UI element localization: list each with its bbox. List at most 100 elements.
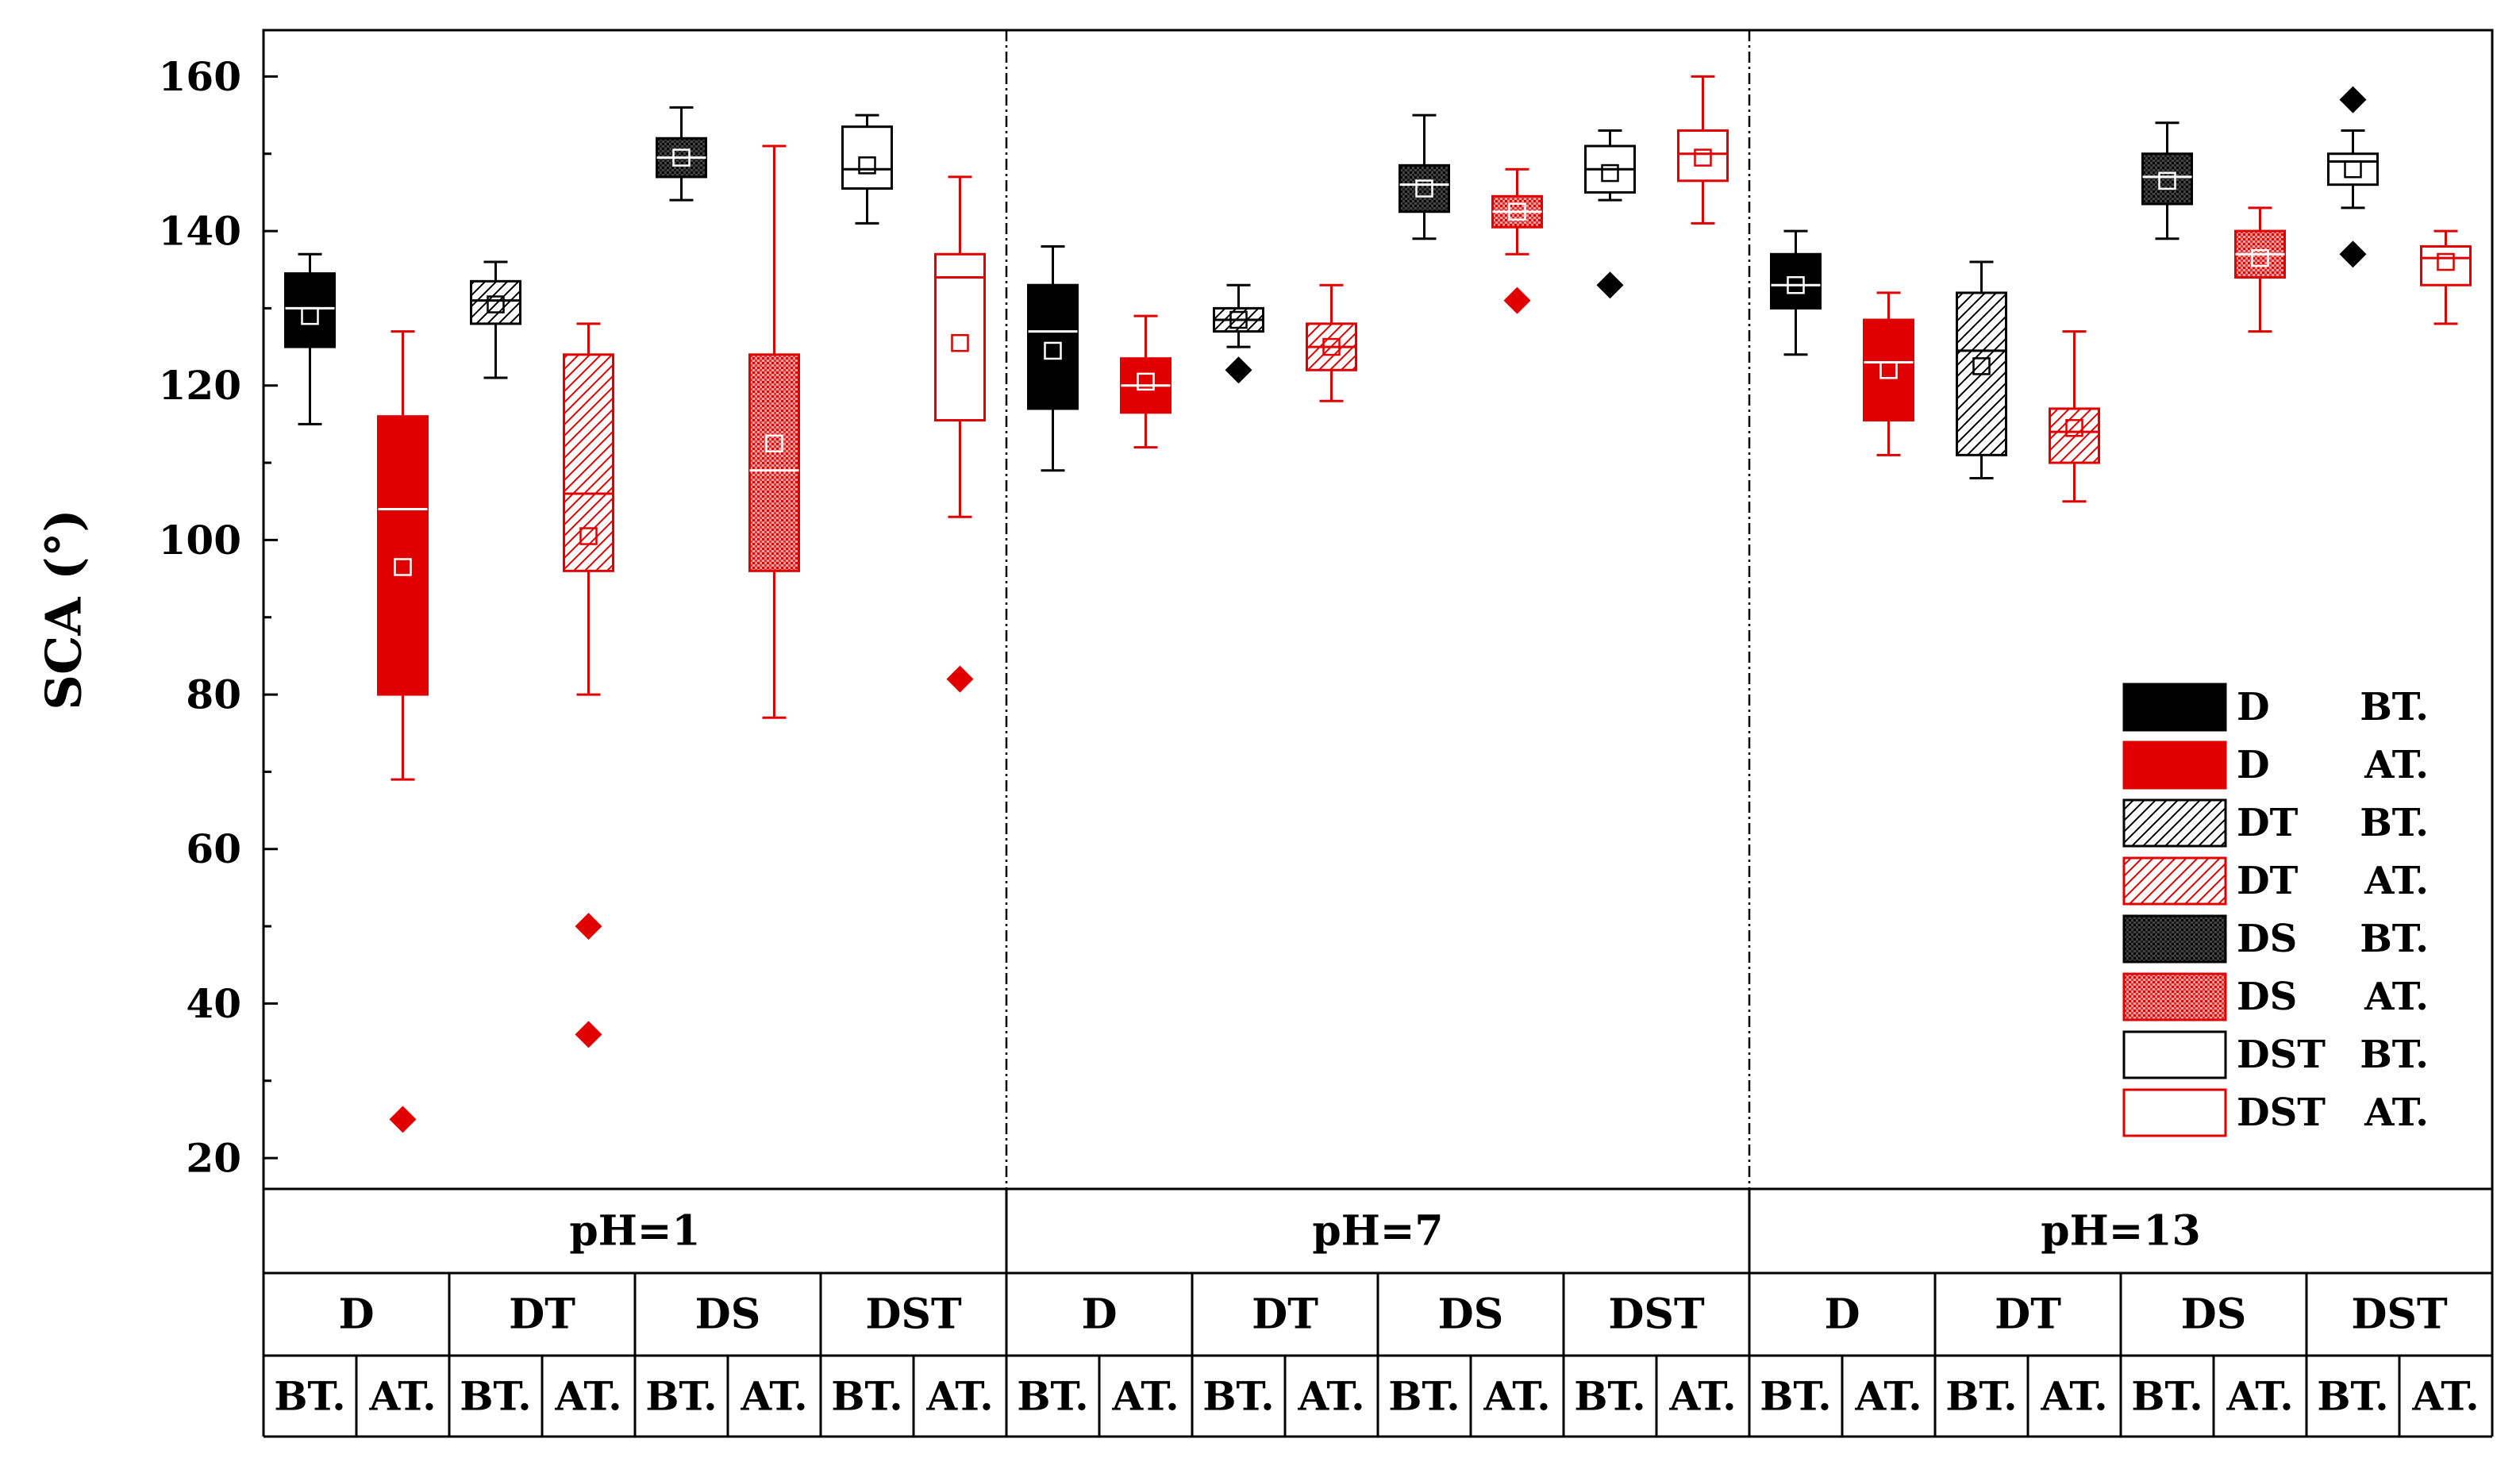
mean-marker — [1137, 372, 1155, 391]
legend-entry-D-AT: D AT. — [2122, 740, 2429, 790]
sample-label: DT — [1995, 1291, 2061, 1339]
box-pH13-DT-BT — [1956, 260, 2007, 480]
box-pH1-DS-AT — [748, 144, 800, 719]
mean-marker — [2251, 248, 2269, 267]
treatment-label: AT. — [925, 1373, 993, 1420]
y-axis: 20 40 60 80 100 120 140 160 SCA (°) — [35, 29, 2494, 1191]
legend-entry-DS-AT: DS AT. — [2122, 972, 2429, 1021]
legend-sample: D — [2237, 685, 2270, 729]
sample-label: DS — [2181, 1291, 2247, 1339]
legend-sample: D — [2237, 743, 2270, 787]
treatment-label: AT. — [554, 1373, 621, 1420]
box-body — [377, 415, 429, 696]
box-pH1-DS-BT — [656, 106, 707, 202]
box-body — [470, 279, 521, 325]
legend-sample: DS — [2237, 917, 2297, 961]
sample-label: DS — [695, 1291, 761, 1339]
legend-sample: DST — [2237, 1033, 2326, 1077]
box-pH13-DS-BT — [2141, 121, 2193, 240]
legend-swatch — [2122, 972, 2227, 1021]
box-pH1-DT-BT — [470, 260, 521, 379]
mean-marker — [1508, 202, 1526, 221]
treatment-label: AT. — [2226, 1373, 2293, 1420]
legend-swatch — [2122, 1088, 2227, 1137]
outlier-point — [575, 1021, 602, 1048]
mean-marker — [858, 156, 876, 175]
mean-marker — [1879, 361, 1898, 379]
y-tick-label: 40 — [186, 980, 241, 1027]
plot-frame — [262, 29, 2494, 1191]
ph-label: pH=13 — [2041, 1207, 2200, 1256]
legend-swatch — [2122, 1030, 2227, 1079]
treatment-label: BT. — [1574, 1373, 1645, 1420]
mean-marker — [579, 527, 598, 545]
treatment-label: AT. — [1483, 1373, 1550, 1420]
mean-marker — [2158, 171, 2176, 190]
box-pH7-D-BT — [1027, 245, 1079, 472]
y-tick-label: 100 — [159, 517, 241, 564]
mean-marker — [1787, 275, 1805, 294]
treatment-label: AT. — [1297, 1373, 1364, 1420]
treatment-label: BT. — [274, 1373, 345, 1420]
box-pH1-DT-AT — [563, 322, 614, 1048]
box-body — [2327, 152, 2379, 187]
y-tick-label: 120 — [159, 362, 241, 409]
legend: D BT. D AT. DT BT. DT AT. DS BT. DS AT. DST BT. DST AT. — [2122, 683, 2429, 1137]
mean-marker — [2344, 160, 2362, 179]
outlier-point — [1596, 271, 1624, 299]
mean-marker — [1229, 310, 1248, 329]
box-pH13-D-BT — [1770, 229, 1822, 356]
sample-label: D — [338, 1291, 374, 1339]
outlier-point — [575, 913, 602, 941]
y-tick-label: 80 — [186, 671, 241, 718]
treatment-label: BT. — [1945, 1373, 2017, 1420]
mean-marker — [487, 295, 505, 314]
box-pH7-DST-AT — [1677, 75, 1729, 225]
treatment-label: BT. — [460, 1373, 531, 1420]
treatment-label: BT. — [1388, 1373, 1460, 1420]
outlier-point — [2339, 240, 2367, 268]
mean-marker — [301, 306, 319, 325]
legend-sample: DST — [2237, 1091, 2326, 1135]
mean-marker — [1972, 357, 1991, 375]
treatment-label: AT. — [1111, 1373, 1179, 1420]
legend-treatment: AT. — [2364, 859, 2429, 903]
treatment-label: AT. — [740, 1373, 807, 1420]
legend-swatch — [2122, 914, 2227, 964]
legend-swatch — [2122, 683, 2227, 732]
treatment-label: BT. — [1202, 1373, 1274, 1420]
mean-marker — [2065, 419, 2083, 437]
box-body — [934, 252, 986, 422]
legend-treatment: AT. — [2364, 975, 2429, 1019]
mean-marker — [765, 434, 783, 452]
box-body — [1863, 318, 1914, 422]
mean-marker — [1694, 148, 1712, 167]
box-pH1-D-AT — [377, 330, 429, 1133]
box-pH7-DS-BT — [1399, 113, 1450, 240]
sample-label: DST — [1608, 1291, 1705, 1339]
legend-treatment: BT. — [2360, 1033, 2429, 1077]
y-tick-label: 140 — [159, 208, 241, 255]
y-tick-label: 60 — [186, 825, 241, 872]
sample-label: D — [1824, 1291, 1860, 1339]
box-body — [748, 353, 800, 572]
box-body — [2420, 245, 2472, 287]
box-pH13-DST-AT — [2420, 229, 2472, 325]
legend-entry-DS-BT: DS BT. — [2122, 914, 2429, 964]
outlier-point — [1503, 287, 1531, 314]
box-pH7-D-AT — [1120, 314, 1172, 449]
legend-swatch — [2122, 856, 2227, 906]
legend-entry-DST-BT: DST BT. — [2122, 1030, 2429, 1079]
sample-label: DT — [509, 1291, 575, 1339]
mean-marker — [1415, 179, 1433, 198]
legend-treatment: AT. — [2364, 743, 2429, 787]
outlier-point — [1225, 356, 1252, 384]
mean-marker — [1322, 337, 1341, 356]
plot-area — [284, 30, 2472, 1189]
mean-marker — [1601, 163, 1619, 183]
box-pH7-DT-BT — [1213, 283, 1264, 384]
legend-entry-DT-AT: DT AT. — [2122, 856, 2429, 906]
treatment-label: BT. — [831, 1373, 902, 1420]
outlier-point — [389, 1106, 417, 1133]
